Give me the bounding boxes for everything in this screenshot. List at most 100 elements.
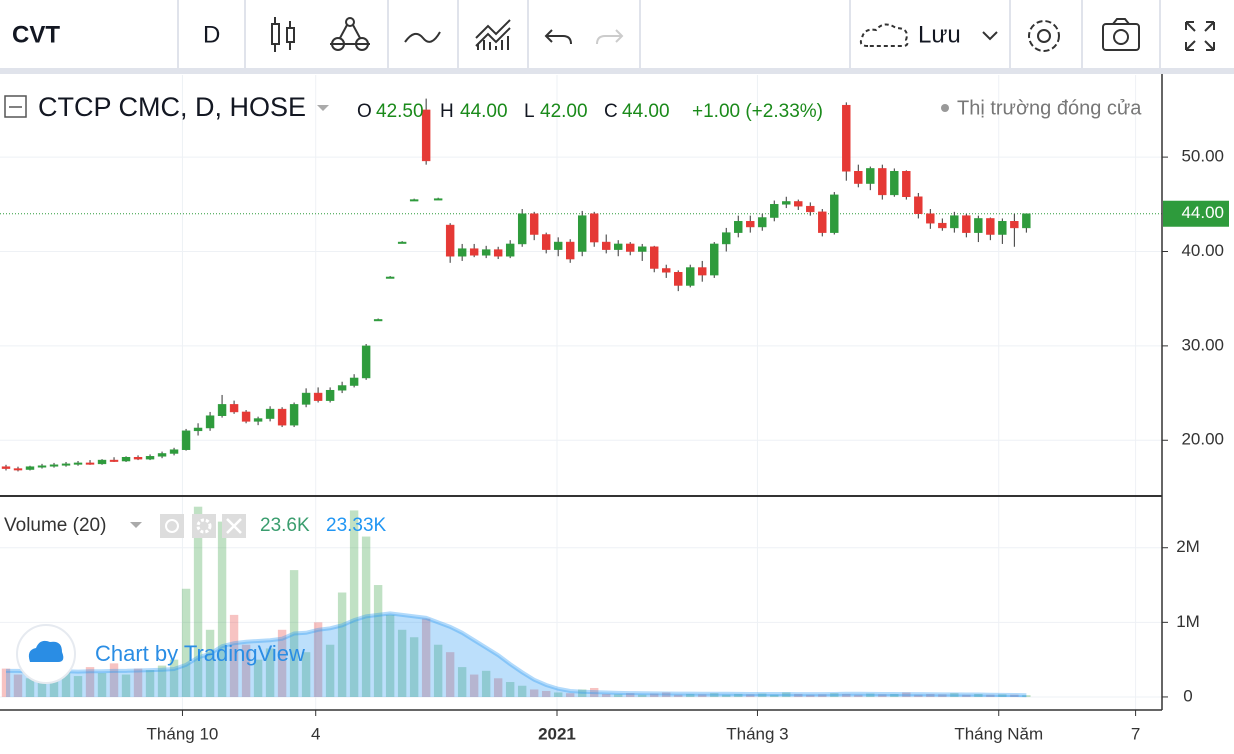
candle-body: [49, 464, 59, 467]
volume-bar: [265, 648, 275, 697]
candle-body: [1, 466, 11, 469]
symbol[interactable]: CVT: [12, 21, 60, 48]
candle-body: [505, 243, 515, 257]
volume-bar: [914, 694, 923, 697]
candle-body: [73, 462, 83, 465]
volume-bar: [337, 592, 347, 697]
candle-body: [878, 168, 887, 196]
volume-bar: [830, 693, 839, 697]
volume-bar: [457, 667, 467, 697]
candle-body: [61, 463, 71, 466]
watermark-cloud: [28, 640, 64, 662]
settings-icon[interactable]: [1028, 20, 1060, 52]
volume-bar: [97, 673, 107, 697]
volume-bar: [577, 689, 587, 697]
volume-title: Volume (20): [4, 515, 106, 536]
volume-bar: [746, 694, 755, 697]
candle-body: [181, 430, 191, 450]
volume-bar: [505, 682, 515, 697]
volume-bar: [553, 692, 563, 697]
title-dropdown[interactable]: [317, 105, 329, 111]
volume-bar: [517, 685, 527, 697]
volume-bar: [614, 694, 623, 697]
candle-type-icon[interactable]: [271, 17, 295, 52]
volume-ma-value: 23.33K: [326, 515, 387, 536]
candle-body: [866, 168, 875, 184]
legend-h-label: H: [440, 101, 454, 122]
volume-bar: [962, 694, 971, 697]
plot-area: [0, 75, 1162, 710]
legend-h: 44.00: [460, 101, 508, 122]
candle-body: [13, 468, 23, 471]
candle-body: [301, 392, 311, 405]
volume-bar: [469, 674, 479, 697]
volume-bar: [61, 670, 71, 697]
legend-l-label: L: [524, 101, 535, 122]
volume-bar: [926, 693, 935, 697]
volume-bar: [325, 644, 335, 697]
settings-button[interactable]: [192, 514, 216, 538]
volume-bar: [806, 694, 815, 697]
volume-tick-label: 0: [1183, 686, 1192, 705]
volume-bar: [241, 644, 251, 697]
volume-bar: [674, 694, 683, 697]
compare-icon[interactable]: [404, 31, 441, 43]
candle-body: [265, 408, 275, 419]
volume-bar: [686, 693, 695, 697]
candle-body: [926, 213, 935, 224]
volume-bar: [1010, 694, 1019, 697]
volume-bar: [902, 692, 911, 697]
volume-bar: [409, 637, 419, 697]
candle-body: [950, 215, 959, 229]
volume-ma-line: [6, 611, 1027, 698]
candle-body: [626, 243, 635, 252]
last-price-box: [1163, 200, 1229, 227]
x-glyph: [226, 518, 242, 534]
volume-bar: [529, 689, 539, 697]
volume-bar: [1, 668, 11, 697]
eye-glyph: [165, 519, 179, 533]
candle-body: [253, 418, 263, 422]
volume-bar: [25, 678, 35, 697]
candle-body: [145, 456, 155, 460]
candle-body: [806, 205, 815, 213]
candle-body: [938, 222, 947, 229]
redo-icon[interactable]: [596, 29, 624, 45]
last-price-label: 44.00: [1181, 203, 1224, 222]
candle-body: [818, 211, 827, 233]
volume-dropdown[interactable]: [130, 522, 142, 528]
candle-body: [1022, 213, 1031, 229]
indicators-icon[interactable]: [330, 17, 370, 51]
volume-bar: [950, 693, 959, 697]
candle-body: [109, 459, 119, 462]
volume-bar: [145, 670, 155, 697]
gear-glyph: [196, 518, 212, 534]
volume-bar: [133, 668, 143, 697]
candle-body: [217, 404, 227, 416]
save-dropdown[interactable]: [982, 31, 998, 41]
volume-value: 23.6K: [260, 515, 310, 536]
interval[interactable]: D: [203, 21, 220, 48]
volume-bar: [590, 687, 599, 697]
volume-bar: [638, 694, 647, 697]
cloud-icon[interactable]: [859, 23, 909, 47]
candle-body: [241, 411, 251, 422]
y-tick-label: 30.00: [1181, 335, 1224, 354]
save-button[interactable]: Lưu: [918, 21, 961, 48]
candle-body: [133, 456, 143, 460]
templates-icon[interactable]: [475, 19, 511, 50]
volume-bar: [385, 614, 395, 697]
volume-bar: [313, 622, 323, 697]
candle-body: [349, 377, 359, 386]
fullscreen-icon[interactable]: [1185, 21, 1215, 51]
visibility-button[interactable]: [160, 514, 184, 538]
x-tick-label: Tháng Năm: [954, 724, 1043, 743]
candle-body: [710, 243, 719, 276]
volume-bar: [229, 614, 239, 697]
volume-bar: [650, 693, 659, 697]
y-tick-label: 40.00: [1181, 241, 1224, 260]
candle-body: [445, 224, 455, 257]
screenshot-icon[interactable]: [1102, 18, 1140, 51]
undo-icon[interactable]: [544, 29, 572, 45]
